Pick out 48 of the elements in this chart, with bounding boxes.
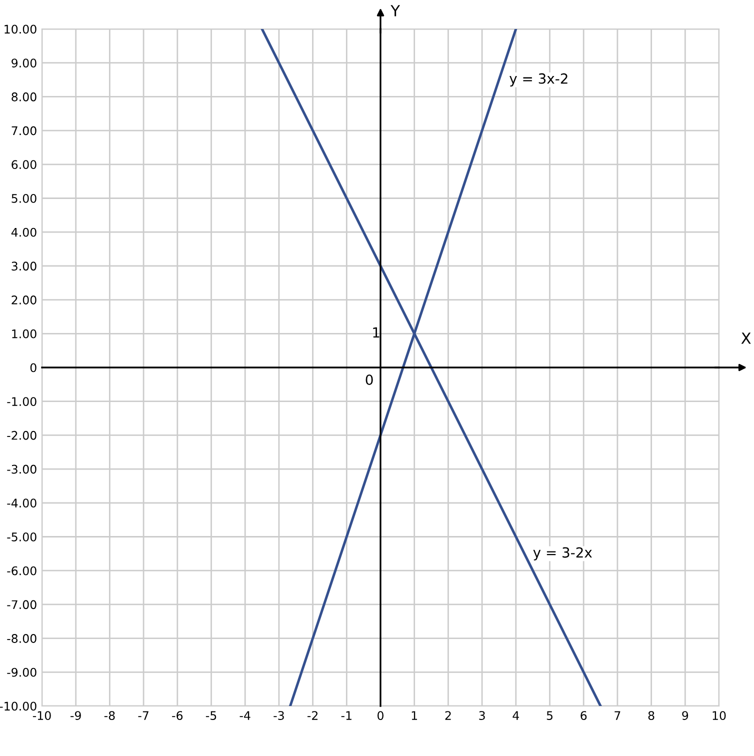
annotation: 1 <box>373 327 380 338</box>
y-tick-label: -9.00 <box>7 668 36 677</box>
x-tick-label: 4 <box>512 711 519 720</box>
annotation: 0 <box>366 374 373 386</box>
annotation: y = 3-2x <box>533 547 592 560</box>
y-tick-label: -1.00 <box>7 397 36 406</box>
y-tick-label: 1.00 <box>12 329 36 338</box>
x-tick-label: 5 <box>546 711 552 720</box>
y-tick-label: 8.00 <box>12 92 36 102</box>
x-tick-label: -5 <box>206 711 216 720</box>
x-tick-label: 10 <box>712 711 726 720</box>
annotation: y = 3x-2 <box>510 73 568 86</box>
y-tick-label: 2.00 <box>12 296 36 304</box>
x-tick-label: -8 <box>104 711 115 720</box>
y-tick-label: -6.00 <box>7 566 36 576</box>
y-tick-label: -10.00 <box>0 702 36 711</box>
y-tick-label: -7.00 <box>7 600 36 610</box>
x-axis-title: X <box>741 332 751 344</box>
x-tick-label: -2 <box>307 711 318 720</box>
x-tick-label: 6 <box>580 711 587 720</box>
y-tick-label: 0 <box>30 363 36 372</box>
x-tick-label: -1 <box>341 711 352 720</box>
y-tick-label: -3.00 <box>7 464 36 474</box>
y-tick-label: -4.00 <box>7 498 36 508</box>
y-tick-label: 5.00 <box>12 194 36 203</box>
x-tick-label: -3 <box>274 711 284 720</box>
x-tick-label: -7 <box>138 711 148 720</box>
y-tick-label: 6.00 <box>12 160 36 170</box>
y-tick-label: 4.00 <box>11 228 36 237</box>
x-tick-label: 9 <box>682 711 688 720</box>
x-tick-label: 7 <box>614 711 620 720</box>
y-tick-label: 9.00 <box>12 58 36 68</box>
x-tick-label: 2 <box>445 711 451 720</box>
x-tick-label: 0 <box>378 711 384 720</box>
x-tick-label: 1 <box>412 711 418 720</box>
y-tick-label: -8.00 <box>7 634 36 643</box>
y-tick-label: 10.00 <box>4 24 36 34</box>
y-tick-label: 3.00 <box>12 262 36 271</box>
y-tick-label: -2.00 <box>7 430 36 440</box>
x-tick-label: 8 <box>648 711 654 720</box>
x-tick-label: -9 <box>70 711 81 720</box>
x-tick-label: 3 <box>479 711 485 720</box>
y-tick-label: 7.00 <box>12 126 36 136</box>
y-axis-title: Y <box>390 5 400 16</box>
x-tick-label: -10 <box>32 711 51 720</box>
x-tick-label: -4 <box>240 711 250 720</box>
x-tick-label: -6 <box>172 711 183 720</box>
y-tick-label: -5.00 <box>7 532 36 542</box>
